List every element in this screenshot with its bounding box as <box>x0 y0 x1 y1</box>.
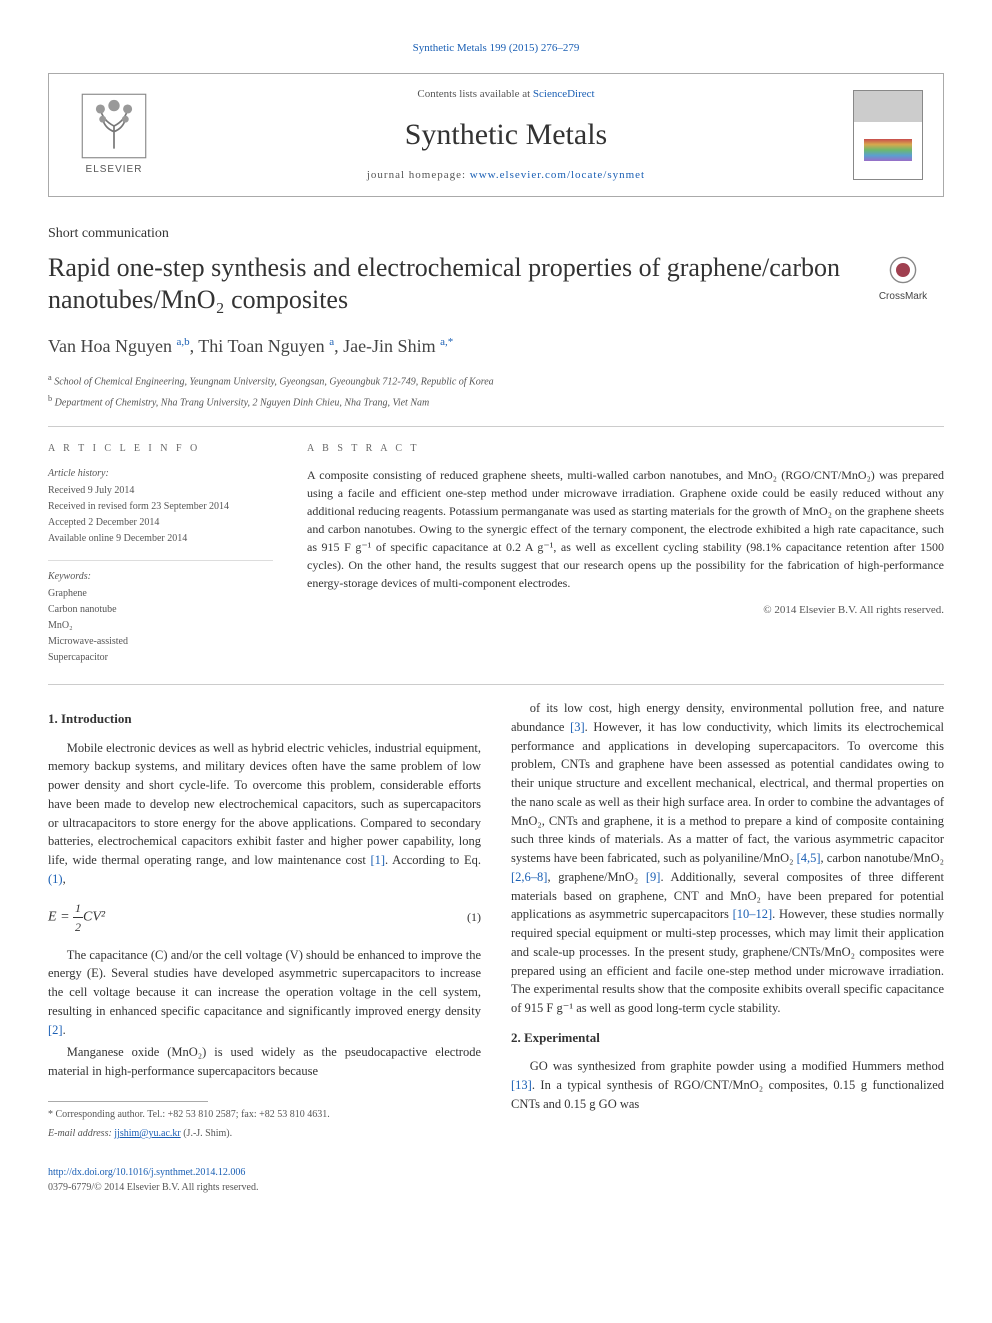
citation-link[interactable]: [3] <box>570 720 585 734</box>
citation-link[interactable]: [2] <box>48 1023 63 1037</box>
citation-link[interactable]: [4,5] <box>797 851 821 865</box>
contents-line: Contents lists available at ScienceDirec… <box>159 86 853 103</box>
crossmark-icon <box>889 256 917 284</box>
crossmark-label: CrossMark <box>862 289 944 304</box>
journal-cover-thumb <box>853 90 923 180</box>
equation-lhs: E <box>48 909 57 924</box>
history-item: Accepted 2 December 2014 <box>48 515 273 530</box>
body-paragraph: Mobile electronic devices as well as hyb… <box>48 739 481 889</box>
body-paragraph: Manganese oxide (MnO₂) is used widely as… <box>48 1043 481 1081</box>
contents-prefix: Contents lists available at <box>417 88 532 100</box>
section-heading-intro: 1. Introduction <box>48 709 481 729</box>
article-info-heading: A R T I C L E I N F O <box>48 441 273 456</box>
history-item: Received 9 July 2014 <box>48 483 273 498</box>
crossmark-badge[interactable]: CrossMark <box>862 256 944 304</box>
journal-title: Synthetic Metals <box>159 112 853 157</box>
homepage-prefix: journal homepage: <box>367 169 470 181</box>
divider <box>48 426 944 427</box>
citation-link[interactable]: [2,6–8] <box>511 870 547 884</box>
journal-header-box: ELSEVIER Contents lists available at Sci… <box>48 73 944 197</box>
equation-den: 2 <box>73 918 83 936</box>
citation-link[interactable]: [1] <box>370 853 385 867</box>
body-text: . However, these studies normally requir… <box>511 907 944 1015</box>
citation-link[interactable]: [13] <box>511 1078 532 1092</box>
abstract-text: A composite consisting of reduced graphe… <box>307 466 944 592</box>
equation-number: (1) <box>467 908 481 926</box>
citation-link[interactable]: [10–12] <box>733 907 773 921</box>
body-text: . In a typical synthesis of RGO/CNT/MnO₂… <box>511 1078 944 1111</box>
issn-copyright: 0379-6779/© 2014 Elsevier B.V. All right… <box>48 1182 258 1193</box>
body-text: . However, it has low conductivity, whic… <box>511 720 944 865</box>
publisher-logo: ELSEVIER <box>69 90 159 180</box>
keyword-item: Carbon nanotube <box>48 602 273 617</box>
keyword-item: Microwave-assisted <box>48 634 273 649</box>
header-center: Contents lists available at ScienceDirec… <box>159 86 853 184</box>
equation: E = 12CV² <box>48 899 105 936</box>
keyword-item: Supercapacitor <box>48 650 273 665</box>
citation-link[interactable]: (1) <box>48 872 63 886</box>
email-tail: (J.-J. Shim). <box>181 1128 232 1139</box>
body-paragraph: The capacitance (C) and/or the cell volt… <box>48 946 481 1040</box>
email-link[interactable]: jjshim@yu.ac.kr <box>114 1128 180 1139</box>
email-label: E-mail address: <box>48 1128 114 1139</box>
history-item: Available online 9 December 2014 <box>48 531 273 546</box>
publisher-name: ELSEVIER <box>86 162 143 177</box>
equation-num: 1 <box>73 899 83 918</box>
section-heading-experimental: 2. Experimental <box>511 1028 944 1048</box>
keyword-item: Graphene <box>48 586 273 601</box>
affiliation: a School of Chemical Engineering, Yeungn… <box>48 372 944 389</box>
body-columns: 1. Introduction Mobile electronic device… <box>48 699 944 1145</box>
authors: Van Hoa Nguyen a,b, Thi Toan Nguyen a, J… <box>48 333 944 360</box>
email-footnote: E-mail address: jjshim@yu.ac.kr (J.-J. S… <box>48 1126 481 1141</box>
body-text: Manganese oxide (MnO₂) is used widely as… <box>48 1045 481 1078</box>
body-text: The capacitance (C) and/or the cell volt… <box>48 948 481 1018</box>
body-text: Mobile electronic devices as well as hyb… <box>48 741 481 868</box>
page-footer: http://dx.doi.org/10.1016/j.synthmet.201… <box>48 1165 944 1195</box>
keywords-label: Keywords: <box>48 560 273 584</box>
doi-link[interactable]: http://dx.doi.org/10.1016/j.synthmet.201… <box>48 1167 245 1178</box>
homepage-line: journal homepage: www.elsevier.com/locat… <box>159 167 853 184</box>
elsevier-tree-icon <box>80 92 148 160</box>
journal-header-link[interactable]: Synthetic Metals 199 (2015) 276–279 <box>48 40 944 57</box>
sciencedirect-link[interactable]: ScienceDirect <box>533 88 595 100</box>
body-text: , graphene/MnO₂ <box>547 870 645 884</box>
footnote-separator <box>48 1101 208 1102</box>
abstract-heading: A B S T R A C T <box>307 441 944 456</box>
equation-rhs: CV² <box>83 909 105 924</box>
body-paragraph: of its low cost, high energy density, en… <box>511 699 944 1018</box>
divider <box>48 684 944 685</box>
body-text: . According to Eq. <box>385 853 481 867</box>
corresponding-author-footnote: * Corresponding author. Tel.: +82 53 810… <box>48 1107 481 1122</box>
body-text: , carbon nanotube/MnO₂ <box>821 851 944 865</box>
homepage-link[interactable]: www.elsevier.com/locate/synmet <box>470 169 645 181</box>
affiliation: b Department of Chemistry, Nha Trang Uni… <box>48 393 944 410</box>
body-text: GO was synthesized from graphite powder … <box>530 1059 944 1073</box>
history-label: Article history: <box>48 466 273 481</box>
keyword-item: MnO₂ <box>48 618 273 633</box>
equation-row: E = 12CV² (1) <box>48 899 481 936</box>
abstract: A B S T R A C T A composite consisting o… <box>307 441 944 666</box>
article-title: Rapid one-step synthesis and electrochem… <box>48 252 848 317</box>
article-type: Short communication <box>48 223 944 244</box>
body-paragraph: GO was synthesized from graphite powder … <box>511 1057 944 1113</box>
history-item: Received in revised form 23 September 20… <box>48 499 273 514</box>
abstract-copyright: © 2014 Elsevier B.V. All rights reserved… <box>307 602 944 619</box>
article-info: A R T I C L E I N F O Article history: R… <box>48 441 273 666</box>
citation-link[interactable]: [9] <box>646 870 661 884</box>
